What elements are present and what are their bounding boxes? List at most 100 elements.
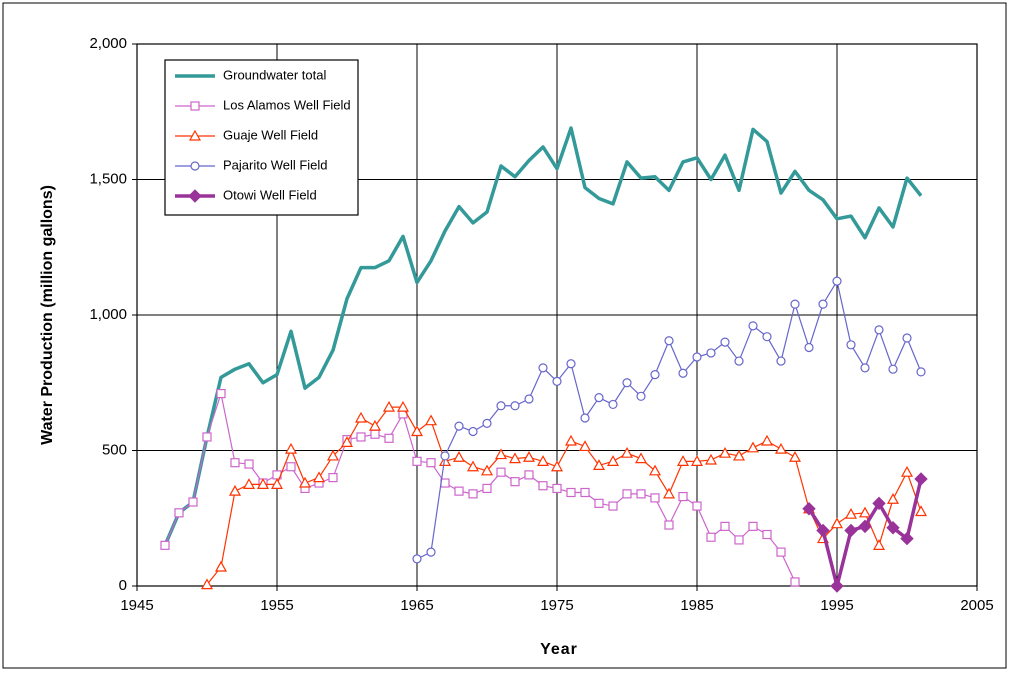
legend-marker bbox=[190, 101, 200, 111]
data-point bbox=[888, 364, 898, 374]
data-point bbox=[480, 464, 494, 476]
data-point bbox=[454, 421, 464, 431]
data-point bbox=[886, 493, 900, 504]
data-point bbox=[202, 432, 212, 442]
data-point bbox=[298, 476, 312, 488]
data-point bbox=[664, 520, 674, 530]
data-point bbox=[214, 560, 228, 572]
data-point bbox=[606, 455, 620, 466]
data-point bbox=[216, 388, 226, 399]
data-point bbox=[634, 452, 648, 464]
data-point bbox=[454, 486, 464, 496]
data-point bbox=[776, 356, 786, 366]
data-point bbox=[774, 442, 788, 454]
data-point bbox=[340, 436, 354, 447]
data-point bbox=[648, 464, 662, 476]
x-tick-label: 1965 bbox=[400, 597, 433, 614]
data-point bbox=[858, 519, 872, 534]
data-point bbox=[802, 502, 816, 516]
data-point bbox=[860, 363, 870, 373]
data-point bbox=[886, 521, 900, 535]
data-point bbox=[412, 554, 422, 564]
data-point bbox=[734, 356, 744, 366]
data-point bbox=[580, 487, 590, 498]
data-point bbox=[230, 458, 240, 468]
data-point bbox=[312, 471, 326, 483]
data-point bbox=[746, 441, 760, 453]
data-point bbox=[538, 363, 548, 373]
x-tick-label: 1975 bbox=[540, 597, 573, 614]
data-point bbox=[662, 487, 676, 499]
data-point bbox=[790, 577, 800, 587]
data-point bbox=[844, 507, 858, 519]
series-line bbox=[164, 392, 796, 583]
data-point bbox=[692, 352, 702, 362]
data-point bbox=[242, 478, 256, 489]
data-point bbox=[900, 531, 914, 546]
data-point bbox=[622, 378, 632, 388]
legend-marker bbox=[190, 161, 200, 171]
data-point bbox=[550, 460, 564, 472]
data-point bbox=[564, 434, 578, 446]
data-point bbox=[720, 337, 730, 347]
data-point bbox=[580, 413, 590, 423]
data-point bbox=[678, 491, 688, 502]
data-point bbox=[664, 336, 674, 346]
data-point bbox=[608, 399, 618, 410]
data-point bbox=[440, 478, 450, 488]
data-point bbox=[916, 367, 926, 377]
data-point bbox=[608, 501, 618, 511]
data-point bbox=[552, 376, 562, 386]
data-point bbox=[494, 448, 508, 460]
data-point bbox=[396, 400, 410, 412]
data-point bbox=[650, 493, 660, 503]
data-point bbox=[872, 539, 886, 550]
data-point bbox=[762, 332, 772, 342]
data-point bbox=[914, 505, 928, 517]
data-point bbox=[256, 478, 270, 489]
data-point bbox=[284, 442, 298, 454]
data-point bbox=[200, 578, 214, 590]
data-point bbox=[732, 449, 746, 461]
data-point bbox=[510, 477, 520, 487]
data-point bbox=[566, 487, 576, 498]
data-point bbox=[650, 370, 660, 380]
plot-area bbox=[136, 43, 978, 587]
legend-marker bbox=[188, 129, 202, 141]
data-point bbox=[496, 401, 506, 411]
x-tick-label: 1995 bbox=[820, 597, 853, 614]
data-point bbox=[776, 547, 786, 557]
data-point bbox=[482, 418, 492, 428]
data-point bbox=[578, 440, 592, 452]
data-point bbox=[552, 483, 562, 494]
data-point bbox=[370, 429, 380, 439]
data-point bbox=[718, 446, 732, 458]
data-point bbox=[426, 458, 436, 468]
legend-label: Otowi Well Field bbox=[223, 187, 317, 202]
data-point bbox=[356, 432, 366, 442]
data-point bbox=[496, 467, 506, 477]
data-point bbox=[858, 506, 872, 518]
data-point bbox=[790, 299, 800, 309]
data-point bbox=[636, 489, 646, 499]
data-point bbox=[468, 426, 478, 437]
data-point bbox=[228, 484, 242, 496]
data-point bbox=[412, 456, 422, 466]
data-point bbox=[692, 501, 702, 511]
data-point bbox=[676, 455, 690, 466]
data-point bbox=[270, 478, 284, 489]
data-point bbox=[788, 451, 802, 462]
data-point bbox=[830, 517, 844, 529]
data-point bbox=[594, 393, 604, 403]
series-line bbox=[206, 406, 922, 586]
legend-marker bbox=[188, 189, 202, 203]
data-point bbox=[818, 299, 828, 309]
data-point bbox=[622, 489, 632, 499]
data-point bbox=[482, 483, 492, 494]
y-tick-label: 500 bbox=[102, 441, 127, 458]
data-point bbox=[510, 401, 520, 411]
data-point bbox=[720, 521, 730, 531]
x-tick-label: 1945 bbox=[120, 597, 153, 614]
data-point bbox=[804, 342, 814, 353]
data-point bbox=[902, 333, 912, 343]
